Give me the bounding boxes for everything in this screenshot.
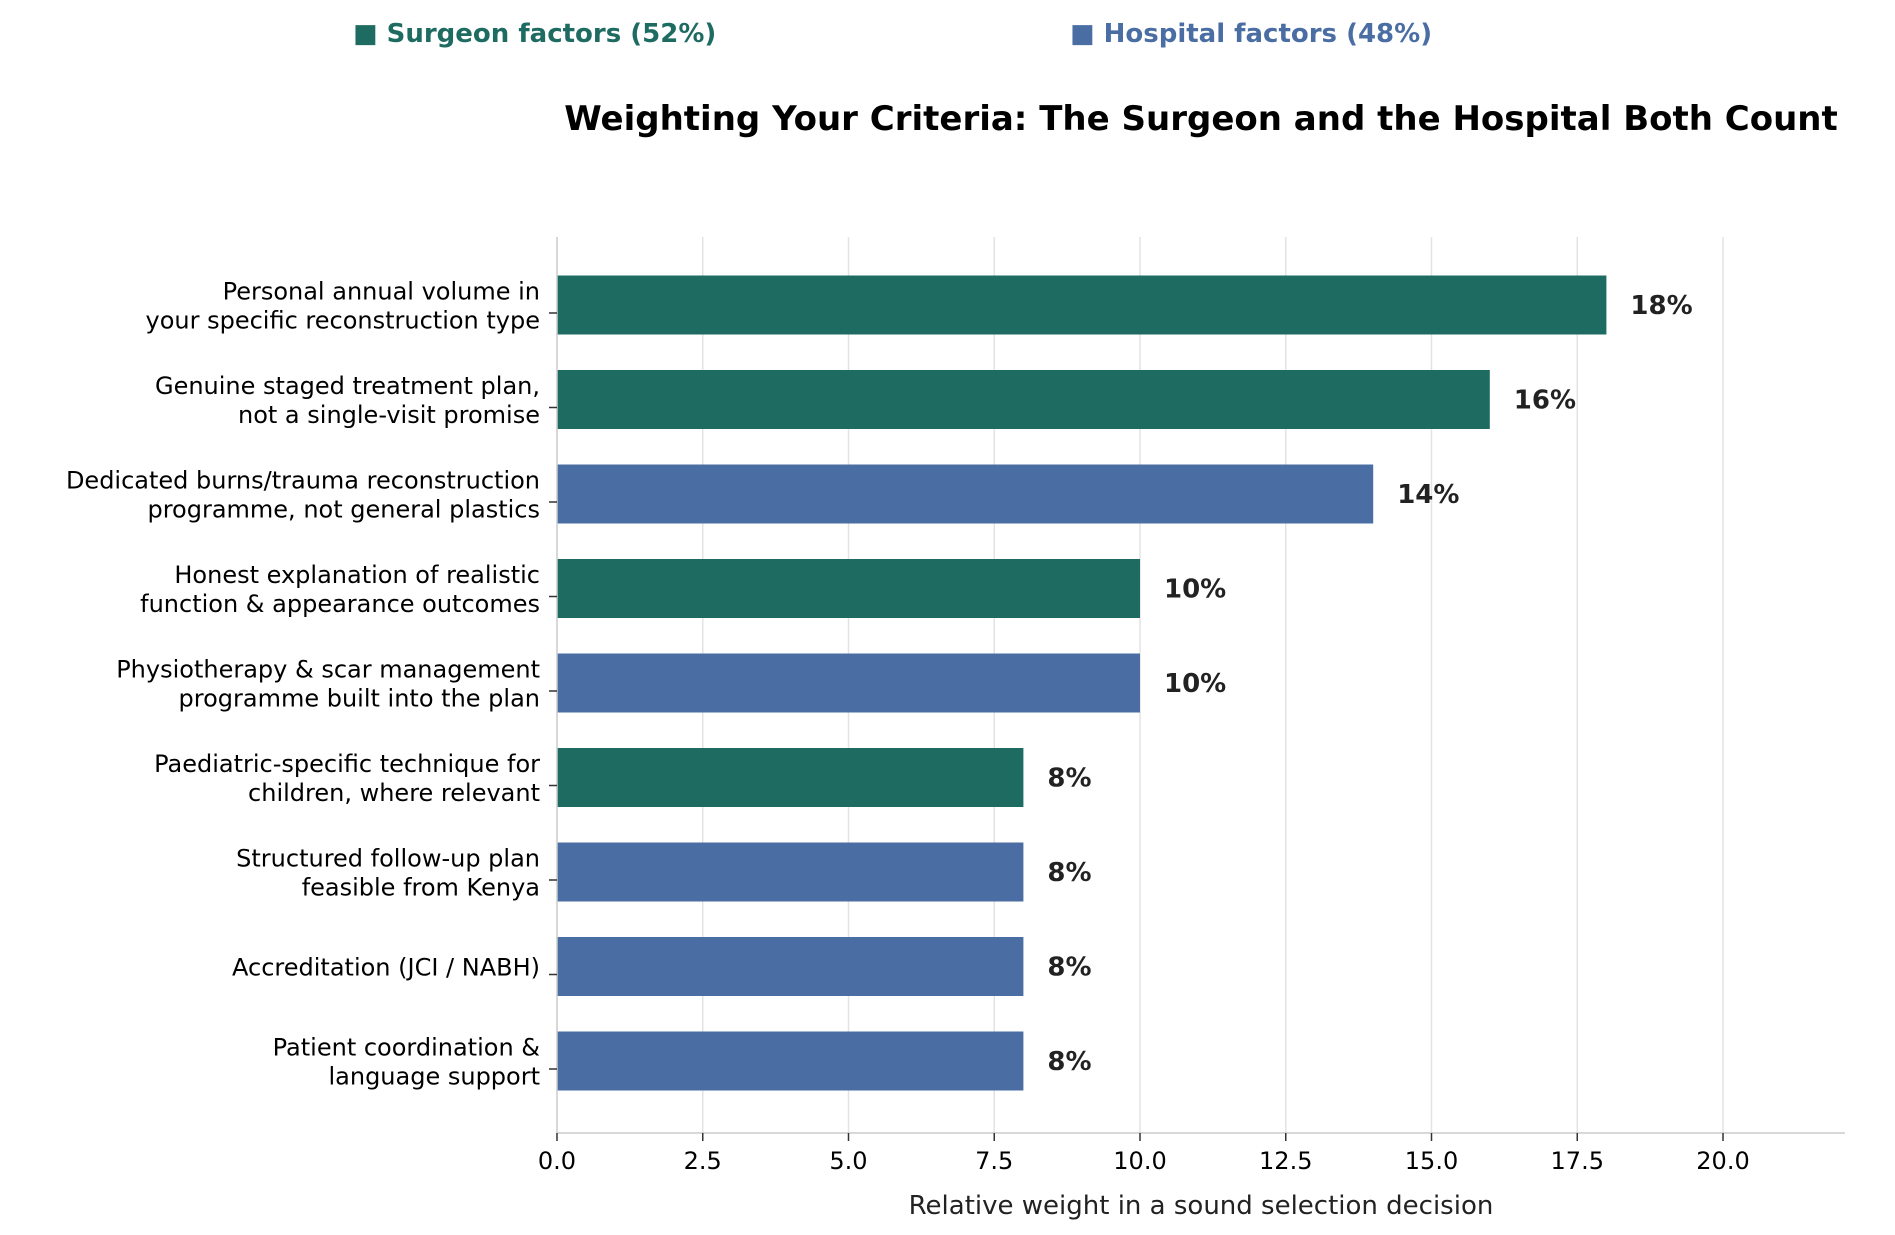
bar-hospital [557,937,1024,996]
bar-value-label: 16% [1514,386,1576,416]
bar-value-label: 8% [1047,858,1091,888]
labels: 0.0 2.5 5.0 7.5 10.0 12.5 15.0 17.5 20.0 18% Perso… [66,278,1750,1176]
bar-value-label: 8% [1047,764,1091,794]
y-category-label: Patient coordination & [273,1034,540,1062]
bar-hospital [557,653,1140,713]
bar-surgeon [557,370,1490,429]
y-category-label: Dedicated burns/trauma reconstruction [66,467,540,495]
axes [549,237,1845,1141]
x-tick-label: 17.5 [1551,1147,1604,1175]
bar-value-label: 8% [1047,1047,1091,1077]
y-category-label: function & appearance outcomes [140,590,540,618]
x-tick-label: 12.5 [1259,1147,1312,1175]
y-category-label: your specific reconstruction type [146,307,541,335]
y-category-label: Personal annual volume in [223,278,540,306]
bar-hospital [557,464,1374,524]
x-tick-label: 2.5 [684,1147,722,1175]
y-category-label: not a single-visit promise [238,401,540,429]
x-tick-label: 7.5 [975,1147,1013,1175]
y-category-label: programme built into the plan [179,685,540,713]
bar-hospital [557,842,1024,902]
x-tick-label: 15.0 [1405,1147,1458,1175]
bar-value-label: 18% [1630,291,1692,321]
x-tick-label: 0.0 [538,1147,576,1175]
x-tick-label: 10.0 [1113,1147,1166,1175]
legend-hospital: ■ Hospital factors (48%) [1070,19,1432,49]
y-category-label: programme, not general plastics [147,496,540,524]
bar-surgeon [557,748,1024,807]
bars [557,275,1607,1091]
y-category-label: feasible from Kenya [302,874,540,902]
chart-title: Weighting Your Criteria: The Surgeon and… [564,99,1838,139]
y-category-label: children, where relevant [248,779,540,807]
y-category-label: language support [328,1063,540,1091]
y-category-label: Honest explanation of realistic [174,561,540,589]
bar-surgeon [557,559,1140,618]
bar-surgeon [557,275,1607,335]
x-axis-label: Relative weight in a sound selection dec… [909,1191,1494,1221]
y-category-label: Structured follow-up plan [236,845,540,873]
bar-value-label: 10% [1164,669,1226,699]
y-category-label: Accreditation (JCI / NABH) [232,954,540,982]
bar-value-label: 8% [1047,953,1091,983]
bar-hospital [557,1031,1024,1091]
x-tick-label: 5.0 [829,1147,867,1175]
x-tick-label: 20.0 [1696,1147,1749,1175]
y-category-label: Genuine staged treatment plan, [155,372,540,400]
legend-surgeon: ■ Surgeon factors (52%) [353,19,716,49]
y-category-label: Paediatric-specific technique for [154,750,540,778]
bar-value-label: 10% [1164,575,1226,605]
y-category-label: Physiotherapy & scar management [116,656,540,684]
bar-value-label: 14% [1397,480,1459,510]
